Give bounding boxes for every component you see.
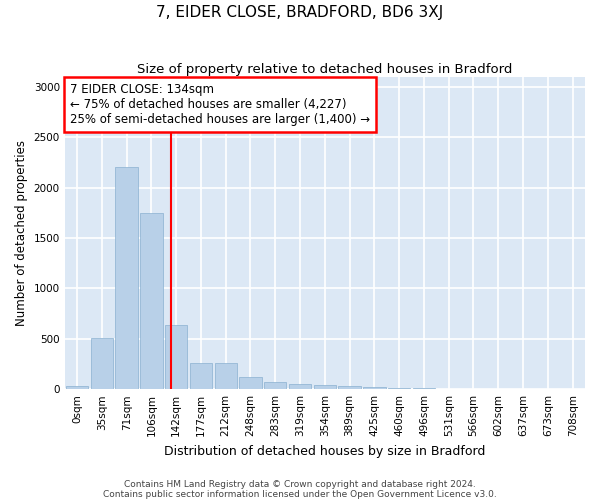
Bar: [289, 384, 311, 389]
Bar: [140, 213, 163, 389]
X-axis label: Distribution of detached houses by size in Bradford: Distribution of detached houses by size …: [164, 444, 485, 458]
Bar: [264, 382, 286, 389]
Bar: [239, 377, 262, 389]
Bar: [115, 168, 138, 389]
Bar: [66, 386, 88, 389]
Bar: [165, 324, 187, 389]
Bar: [190, 363, 212, 389]
Bar: [388, 388, 410, 389]
Bar: [91, 338, 113, 389]
Bar: [215, 363, 237, 389]
Y-axis label: Number of detached properties: Number of detached properties: [15, 140, 28, 326]
Text: Contains HM Land Registry data © Crown copyright and database right 2024.
Contai: Contains HM Land Registry data © Crown c…: [103, 480, 497, 499]
Bar: [437, 388, 460, 389]
Text: 7 EIDER CLOSE: 134sqm
← 75% of detached houses are smaller (4,227)
25% of semi-d: 7 EIDER CLOSE: 134sqm ← 75% of detached …: [70, 83, 370, 126]
Title: Size of property relative to detached houses in Bradford: Size of property relative to detached ho…: [137, 62, 512, 76]
Bar: [338, 386, 361, 389]
Text: 7, EIDER CLOSE, BRADFORD, BD6 3XJ: 7, EIDER CLOSE, BRADFORD, BD6 3XJ: [157, 5, 443, 20]
Bar: [363, 387, 386, 389]
Bar: [413, 388, 435, 389]
Bar: [314, 385, 336, 389]
